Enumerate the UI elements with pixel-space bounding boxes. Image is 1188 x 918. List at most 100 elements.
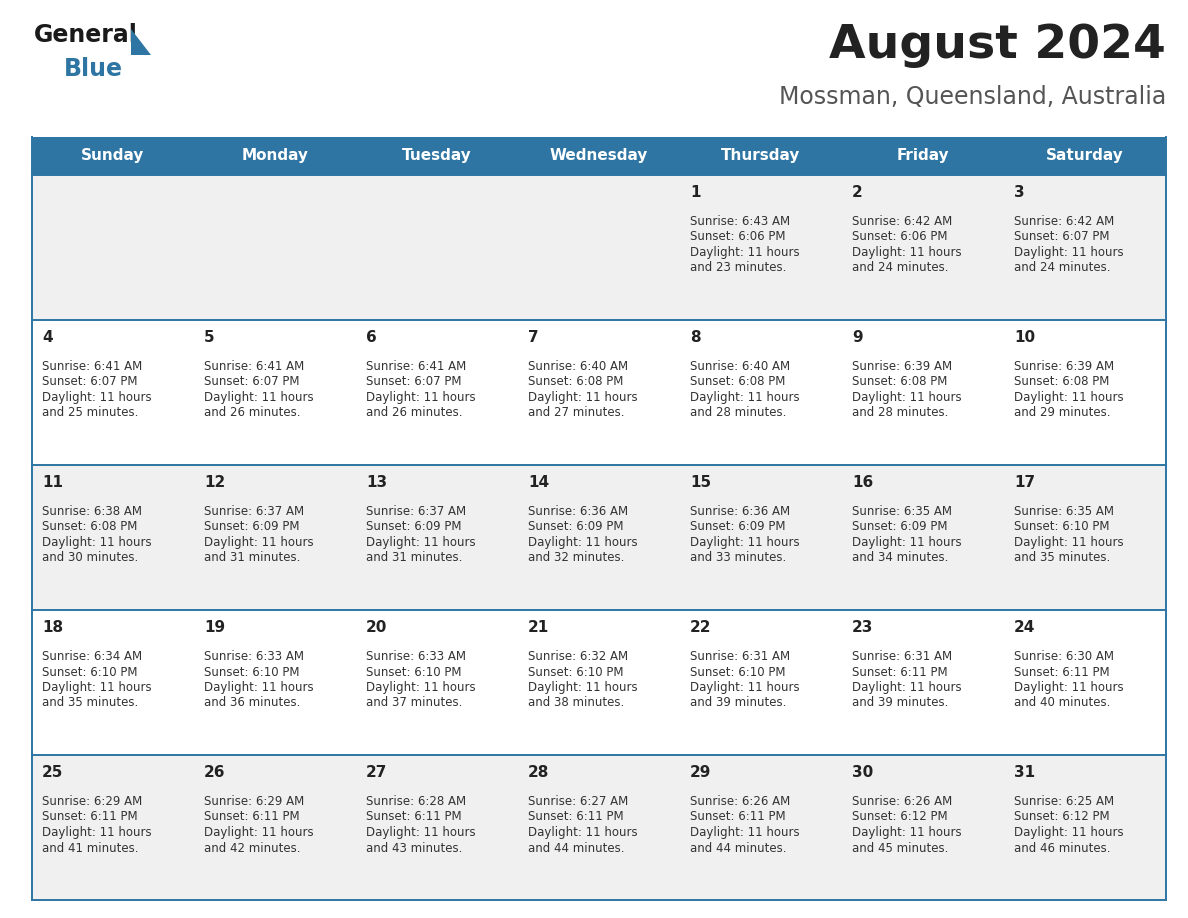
Text: and 33 minutes.: and 33 minutes. (690, 552, 786, 565)
Text: 5: 5 (204, 330, 215, 345)
Text: 1: 1 (690, 185, 701, 200)
Text: 13: 13 (366, 475, 387, 490)
Text: Daylight: 11 hours: Daylight: 11 hours (690, 826, 800, 839)
Text: and 28 minutes.: and 28 minutes. (852, 407, 948, 420)
Text: Sunset: 6:11 PM: Sunset: 6:11 PM (42, 811, 138, 823)
Text: and 27 minutes.: and 27 minutes. (527, 407, 625, 420)
Text: Wednesday: Wednesday (550, 149, 649, 163)
Text: Sunset: 6:10 PM: Sunset: 6:10 PM (42, 666, 138, 678)
Text: Blue: Blue (64, 57, 124, 81)
Text: and 28 minutes.: and 28 minutes. (690, 407, 786, 420)
Text: Sunset: 6:12 PM: Sunset: 6:12 PM (852, 811, 948, 823)
Text: 20: 20 (366, 620, 387, 635)
Text: Sunrise: 6:32 AM: Sunrise: 6:32 AM (527, 650, 628, 663)
Text: 29: 29 (690, 765, 712, 780)
Text: Daylight: 11 hours: Daylight: 11 hours (690, 681, 800, 694)
Text: Sunrise: 6:35 AM: Sunrise: 6:35 AM (852, 505, 952, 518)
Text: 7: 7 (527, 330, 538, 345)
Text: and 24 minutes.: and 24 minutes. (1015, 262, 1111, 274)
Text: and 46 minutes.: and 46 minutes. (1015, 842, 1111, 855)
Text: and 30 minutes.: and 30 minutes. (42, 552, 138, 565)
Text: Sunset: 6:10 PM: Sunset: 6:10 PM (1015, 521, 1110, 533)
Text: and 35 minutes.: and 35 minutes. (1015, 552, 1111, 565)
Text: 12: 12 (204, 475, 226, 490)
Text: Sunset: 6:08 PM: Sunset: 6:08 PM (690, 375, 785, 388)
Text: and 31 minutes.: and 31 minutes. (204, 552, 301, 565)
Text: and 23 minutes.: and 23 minutes. (690, 262, 786, 274)
Text: Sunrise: 6:33 AM: Sunrise: 6:33 AM (204, 650, 304, 663)
Text: Sunset: 6:11 PM: Sunset: 6:11 PM (527, 811, 624, 823)
Text: Daylight: 11 hours: Daylight: 11 hours (204, 826, 314, 839)
Text: and 31 minutes.: and 31 minutes. (366, 552, 462, 565)
Text: and 38 minutes.: and 38 minutes. (527, 697, 624, 710)
Text: and 40 minutes.: and 40 minutes. (1015, 697, 1111, 710)
Text: and 44 minutes.: and 44 minutes. (690, 842, 786, 855)
Text: Daylight: 11 hours: Daylight: 11 hours (1015, 391, 1124, 404)
Text: 26: 26 (204, 765, 226, 780)
Text: 31: 31 (1015, 765, 1035, 780)
Text: Sunrise: 6:43 AM: Sunrise: 6:43 AM (690, 215, 790, 228)
Text: 8: 8 (690, 330, 701, 345)
Text: 15: 15 (690, 475, 712, 490)
Text: 10: 10 (1015, 330, 1035, 345)
Bar (32, 755, 1165, 900)
Text: Sunset: 6:11 PM: Sunset: 6:11 PM (690, 811, 785, 823)
Text: 3: 3 (1015, 185, 1024, 200)
Text: Sunset: 6:10 PM: Sunset: 6:10 PM (527, 666, 624, 678)
Text: Daylight: 11 hours: Daylight: 11 hours (204, 536, 314, 549)
Text: 28: 28 (527, 765, 549, 780)
Text: 2: 2 (852, 185, 862, 200)
Text: and 44 minutes.: and 44 minutes. (527, 842, 625, 855)
Text: Sunrise: 6:40 AM: Sunrise: 6:40 AM (690, 360, 790, 373)
Bar (32, 175, 1165, 320)
Text: Daylight: 11 hours: Daylight: 11 hours (1015, 536, 1124, 549)
Text: 6: 6 (366, 330, 377, 345)
Text: and 26 minutes.: and 26 minutes. (366, 407, 462, 420)
Text: Sunrise: 6:36 AM: Sunrise: 6:36 AM (527, 505, 628, 518)
Text: and 37 minutes.: and 37 minutes. (366, 697, 462, 710)
Text: Daylight: 11 hours: Daylight: 11 hours (690, 391, 800, 404)
Text: Sunrise: 6:39 AM: Sunrise: 6:39 AM (1015, 360, 1114, 373)
Text: Sunrise: 6:31 AM: Sunrise: 6:31 AM (690, 650, 790, 663)
Text: Sunrise: 6:29 AM: Sunrise: 6:29 AM (42, 795, 143, 808)
Text: and 24 minutes.: and 24 minutes. (852, 262, 948, 274)
Text: Sunrise: 6:26 AM: Sunrise: 6:26 AM (852, 795, 953, 808)
Text: Sunrise: 6:28 AM: Sunrise: 6:28 AM (366, 795, 466, 808)
Text: Daylight: 11 hours: Daylight: 11 hours (42, 391, 152, 404)
Text: Sunrise: 6:29 AM: Sunrise: 6:29 AM (204, 795, 304, 808)
Text: 25: 25 (42, 765, 63, 780)
Text: Sunrise: 6:37 AM: Sunrise: 6:37 AM (204, 505, 304, 518)
Text: Daylight: 11 hours: Daylight: 11 hours (852, 681, 961, 694)
Text: Sunset: 6:10 PM: Sunset: 6:10 PM (366, 666, 461, 678)
Text: Sunset: 6:09 PM: Sunset: 6:09 PM (204, 521, 299, 533)
Text: Sunset: 6:07 PM: Sunset: 6:07 PM (42, 375, 138, 388)
Text: Sunset: 6:11 PM: Sunset: 6:11 PM (852, 666, 948, 678)
Text: Daylight: 11 hours: Daylight: 11 hours (366, 536, 475, 549)
Text: 30: 30 (852, 765, 873, 780)
Text: Sunrise: 6:38 AM: Sunrise: 6:38 AM (42, 505, 143, 518)
Text: Sunset: 6:10 PM: Sunset: 6:10 PM (690, 666, 785, 678)
Text: Sunrise: 6:40 AM: Sunrise: 6:40 AM (527, 360, 628, 373)
Text: Sunset: 6:09 PM: Sunset: 6:09 PM (690, 521, 785, 533)
Text: Sunset: 6:07 PM: Sunset: 6:07 PM (204, 375, 299, 388)
Text: 9: 9 (852, 330, 862, 345)
Text: and 41 minutes.: and 41 minutes. (42, 842, 139, 855)
Text: 17: 17 (1015, 475, 1035, 490)
Text: Sunset: 6:09 PM: Sunset: 6:09 PM (852, 521, 948, 533)
Text: Daylight: 11 hours: Daylight: 11 hours (366, 826, 475, 839)
Text: Sunset: 6:12 PM: Sunset: 6:12 PM (1015, 811, 1110, 823)
Text: 4: 4 (42, 330, 52, 345)
Text: Sunrise: 6:42 AM: Sunrise: 6:42 AM (852, 215, 953, 228)
Text: Daylight: 11 hours: Daylight: 11 hours (852, 391, 961, 404)
Text: and 35 minutes.: and 35 minutes. (42, 697, 138, 710)
Text: 19: 19 (204, 620, 225, 635)
Text: 22: 22 (690, 620, 712, 635)
Text: Sunrise: 6:37 AM: Sunrise: 6:37 AM (366, 505, 466, 518)
Text: General: General (34, 23, 138, 47)
Text: Sunset: 6:09 PM: Sunset: 6:09 PM (527, 521, 624, 533)
Text: Sunrise: 6:25 AM: Sunrise: 6:25 AM (1015, 795, 1114, 808)
Text: Sunrise: 6:27 AM: Sunrise: 6:27 AM (527, 795, 628, 808)
Bar (32, 465, 1165, 610)
Text: Sunset: 6:06 PM: Sunset: 6:06 PM (690, 230, 785, 243)
Text: and 45 minutes.: and 45 minutes. (852, 842, 948, 855)
